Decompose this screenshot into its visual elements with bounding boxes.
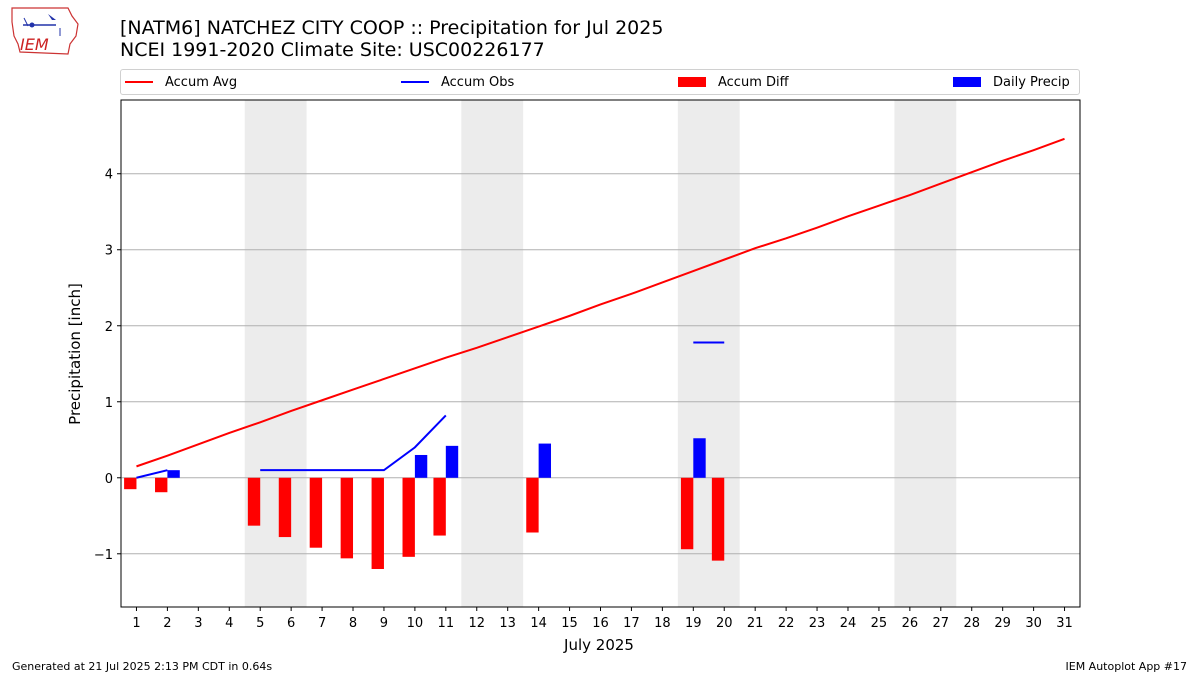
x-tick-label: 2 <box>163 616 171 631</box>
x-tick-label: 26 <box>902 616 919 631</box>
legend-label: Daily Precip <box>993 74 1070 90</box>
x-tick-label: 27 <box>933 616 950 631</box>
legend-swatch-daily-precip <box>953 77 981 87</box>
accum-diff-bar <box>371 477 384 569</box>
x-tick-label: 14 <box>530 616 547 631</box>
x-axis-label: July 2025 <box>563 636 634 654</box>
accum-diff-bar <box>278 477 292 538</box>
legend-item-accum-obs: Accum Obs <box>401 70 514 94</box>
lines <box>136 137 1065 479</box>
title-line-2: NCEI 1991-2020 Climate Site: USC00226177 <box>120 39 545 61</box>
weekend-band <box>461 100 524 607</box>
accum-obs-line <box>260 414 447 472</box>
accum-obs-line <box>136 469 168 479</box>
x-tick-label: 5 <box>256 616 264 631</box>
x-tick-label: 25 <box>871 616 888 631</box>
iem-logo: IEM <box>8 6 80 58</box>
chart-title: [NATM6] NATCHEZ CITY COOP :: Precipitati… <box>120 17 663 61</box>
x-tick-label: 7 <box>318 616 326 631</box>
iem-logo-graphic: IEM <box>11 7 79 55</box>
x-tick-label: 4 <box>225 616 233 631</box>
x-tick-label: 19 <box>685 616 702 631</box>
accum-diff-bar <box>340 477 354 559</box>
daily-precip-bar <box>445 445 459 478</box>
legend-swatch-accum-avg <box>125 81 153 83</box>
x-tick-label: 21 <box>747 616 764 631</box>
legend-item-accum-avg: Accum Avg <box>125 70 237 94</box>
daily-precip-bar <box>538 443 552 478</box>
y-tick-label: 0 <box>105 472 113 487</box>
x-tick-label: 18 <box>654 616 671 631</box>
accum-avg-line <box>136 137 1065 468</box>
x-tick-label: 22 <box>778 616 795 631</box>
accum-diff-bar <box>402 477 415 557</box>
x-tick-label: 13 <box>499 616 516 631</box>
legend-item-accum-diff: Accum Diff <box>678 70 789 94</box>
accum-diff-bar <box>433 477 446 536</box>
x-tick-label: 23 <box>809 616 826 631</box>
daily-precip-bar <box>167 470 180 478</box>
x-tick-label: 31 <box>1056 616 1073 631</box>
x-tick-label: 24 <box>840 616 857 631</box>
x-tick-label: 10 <box>407 616 424 631</box>
accum-diff-bar <box>155 477 168 493</box>
legend-label: Accum Obs <box>441 74 515 90</box>
x-tick-label: 9 <box>380 616 388 631</box>
y-tick-label: 3 <box>105 244 113 259</box>
x-tick-label: 8 <box>349 616 357 631</box>
logo-text: IEM <box>20 35 49 54</box>
x-tick-label: 6 <box>287 616 295 631</box>
bars <box>124 438 725 569</box>
generated-timestamp: Generated at 21 Jul 2025 2:13 PM CDT in … <box>12 660 273 673</box>
legend-label: Accum Diff <box>718 74 789 90</box>
legend-swatch-accum-diff <box>678 77 706 87</box>
y-tick-label: 2 <box>105 320 113 335</box>
legend-label: Accum Avg <box>165 74 238 90</box>
title-line-1: [NATM6] NATCHEZ CITY COOP :: Precipitati… <box>120 17 664 39</box>
legend-item-daily-precip: Daily Precip <box>953 70 1070 94</box>
x-tick-label: 17 <box>623 616 640 631</box>
accum-diff-bar <box>680 477 694 550</box>
weekend-band <box>244 100 307 607</box>
y-axis-label: Precipitation [inch] <box>66 283 84 425</box>
app-credit: IEM Autoplot App #17 <box>1065 660 1188 673</box>
x-tick-label: 12 <box>468 616 485 631</box>
y-tick-label: 1 <box>105 396 113 411</box>
accum-diff-bar <box>526 477 539 533</box>
x-tick-label: 29 <box>994 616 1011 631</box>
x-tick-label: 3 <box>194 616 202 631</box>
y-tick-label: 4 <box>105 168 113 183</box>
x-tick-label: 28 <box>963 616 980 631</box>
x-tick-label: 16 <box>592 616 609 631</box>
x-tick-label: 20 <box>716 616 733 631</box>
x-tick-label: 15 <box>561 616 578 631</box>
accum-diff-bar <box>309 477 323 548</box>
daily-precip-bar <box>414 454 428 478</box>
x-tick-label: 11 <box>438 616 455 631</box>
legend-swatch-accum-obs <box>401 81 429 83</box>
chart-legend: Accum Avg Accum Obs Accum Diff Daily Pre… <box>120 69 1080 95</box>
weekend-band <box>894 100 957 607</box>
y-tick-label: −1 <box>94 548 113 563</box>
daily-precip-bar <box>693 438 706 478</box>
x-tick-label: 30 <box>1025 616 1042 631</box>
accum-diff-bar <box>711 477 725 561</box>
x-tick-label: 1 <box>132 616 140 631</box>
accum-diff-bar <box>247 477 261 526</box>
accum-diff-bar <box>124 477 137 490</box>
